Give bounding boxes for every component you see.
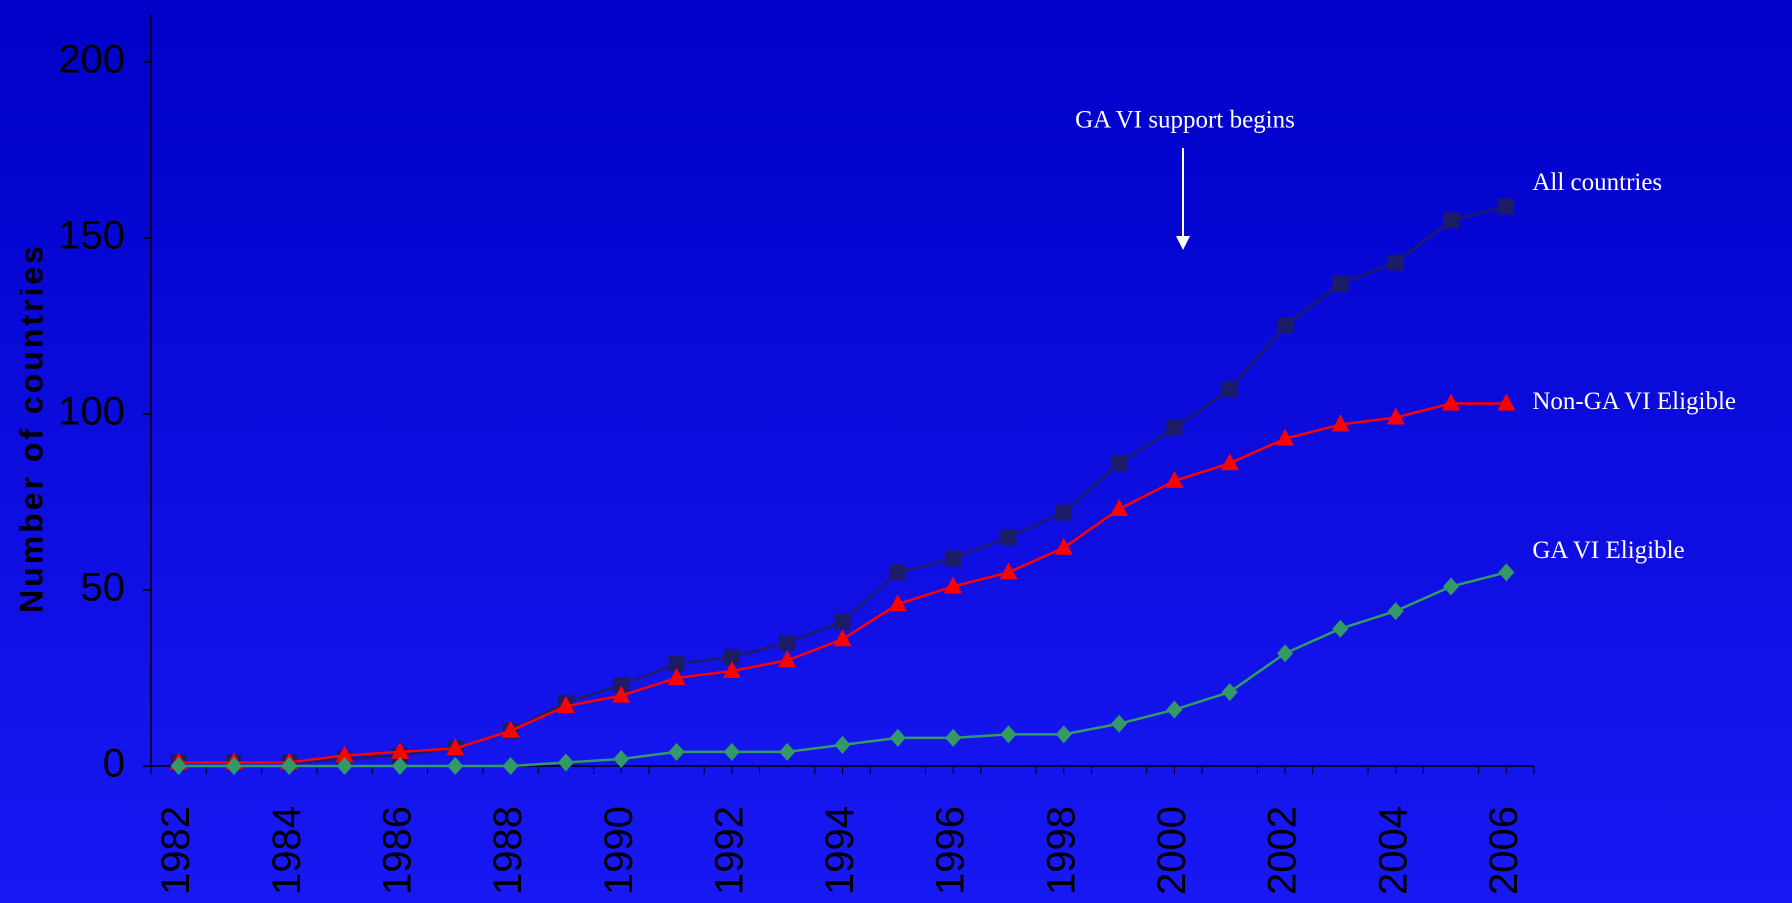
point-marker <box>1166 420 1183 437</box>
point-marker <box>668 655 685 672</box>
point-marker <box>723 742 740 761</box>
x-tick-label: 1994 <box>818 806 862 895</box>
point-marker <box>1220 453 1239 471</box>
point-marker <box>501 720 520 738</box>
point-marker <box>834 735 851 754</box>
point-marker <box>1497 393 1516 411</box>
x-tick-label: 1990 <box>597 806 641 895</box>
point-marker <box>1055 725 1072 744</box>
point-marker <box>1277 318 1294 334</box>
point-marker <box>170 757 187 775</box>
y-tick-label: 200 <box>58 38 125 82</box>
point-marker <box>945 550 962 567</box>
x-tick-label: 2006 <box>1482 806 1526 895</box>
y-axis-title: Number of countries <box>13 243 49 613</box>
series-label: Non-GA VI Eligible <box>1532 388 1736 415</box>
point-marker <box>833 629 852 647</box>
x-tick-label: 1986 <box>376 806 420 895</box>
point-marker <box>1221 683 1238 702</box>
point-marker <box>779 634 796 651</box>
point-marker <box>723 648 740 665</box>
point-marker <box>390 741 409 759</box>
x-tick-label: 2004 <box>1371 806 1415 895</box>
point-marker <box>447 757 464 775</box>
series-label: All countries <box>1532 169 1662 196</box>
point-marker <box>281 757 298 775</box>
point-marker <box>999 562 1018 580</box>
point-marker <box>945 728 962 747</box>
point-marker <box>1443 577 1460 596</box>
x-tick-label: 1982 <box>154 806 198 895</box>
y-tick-label: 50 <box>81 566 126 610</box>
point-marker <box>1054 537 1073 555</box>
x-tick-label: 1988 <box>486 806 530 895</box>
point-marker <box>1387 254 1404 271</box>
x-tick-label: 1996 <box>929 806 973 895</box>
point-marker <box>1055 504 1072 521</box>
point-marker <box>557 753 574 772</box>
point-marker <box>1387 602 1404 621</box>
point-marker <box>1111 714 1128 733</box>
point-marker <box>834 613 851 630</box>
point-marker <box>1000 725 1017 744</box>
point-marker <box>668 742 685 761</box>
point-marker <box>391 757 408 775</box>
point-marker <box>1332 275 1349 292</box>
y-tick-label: 100 <box>58 390 125 434</box>
point-marker <box>889 728 906 747</box>
x-tick-label: 1998 <box>1039 806 1083 895</box>
point-marker <box>778 650 797 668</box>
point-marker <box>779 742 796 761</box>
y-tick-label: 0 <box>103 742 125 786</box>
point-marker <box>1110 499 1129 517</box>
point-marker <box>1498 563 1515 582</box>
annotation-arrowhead <box>1176 236 1190 250</box>
point-marker <box>667 668 686 685</box>
point-marker <box>225 757 242 775</box>
series-label: GA VI Eligible <box>1532 537 1684 564</box>
point-marker <box>1165 470 1184 488</box>
x-tick-label: 2002 <box>1261 806 1305 895</box>
point-marker <box>1221 381 1238 398</box>
point-marker <box>613 677 630 694</box>
point-marker <box>722 660 741 678</box>
point-marker <box>1332 619 1349 638</box>
point-marker <box>1386 407 1405 425</box>
point-marker <box>1443 212 1460 229</box>
point-marker <box>944 576 963 594</box>
point-marker <box>1166 700 1183 719</box>
point-marker <box>888 594 907 612</box>
point-marker <box>1276 428 1295 446</box>
x-tick-label: 2000 <box>1150 806 1194 895</box>
point-marker <box>446 738 465 756</box>
point-marker <box>335 745 354 763</box>
x-tick-label: 1992 <box>707 806 751 895</box>
point-marker <box>1000 529 1017 546</box>
point-marker <box>1111 455 1128 472</box>
point-marker <box>556 696 575 714</box>
y-tick-label: 150 <box>58 214 125 258</box>
point-marker <box>336 757 353 775</box>
point-marker <box>612 685 631 703</box>
point-marker <box>889 564 906 581</box>
annotation: GA VI support begins <box>1075 107 1295 134</box>
point-marker <box>1331 414 1350 432</box>
x-tick-label: 1984 <box>265 806 309 895</box>
point-marker <box>1277 644 1294 663</box>
point-marker <box>613 749 630 768</box>
point-marker <box>1442 393 1461 411</box>
point-marker <box>502 757 519 775</box>
point-marker <box>1498 198 1515 215</box>
